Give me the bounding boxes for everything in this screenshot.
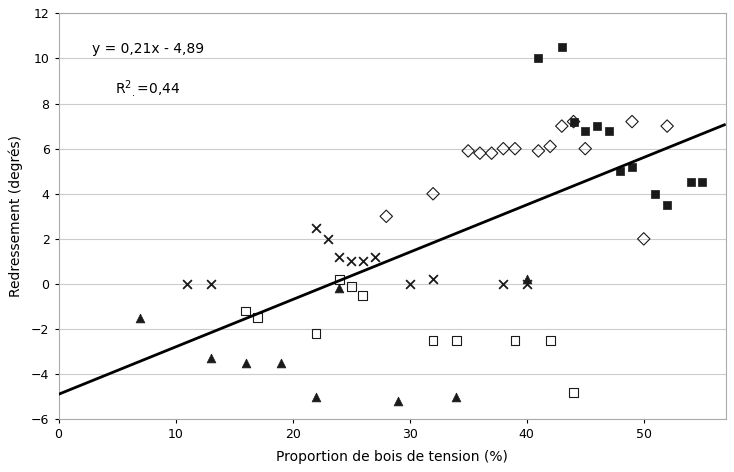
Point: [474, 150, 486, 157]
Point: [240, 359, 252, 367]
Point: [310, 393, 322, 401]
Point: [345, 282, 357, 290]
Point: [556, 122, 567, 130]
Point: [427, 190, 439, 198]
Point: [333, 253, 345, 261]
Point: [205, 280, 217, 288]
Point: [310, 224, 322, 231]
Point: [603, 127, 614, 135]
Text: y = 0,21x - 4,89: y = 0,21x - 4,89: [92, 42, 204, 56]
Point: [509, 145, 521, 152]
Point: [544, 337, 556, 344]
Point: [567, 118, 579, 126]
Point: [357, 292, 368, 299]
Point: [404, 280, 415, 288]
Point: [357, 258, 368, 265]
Point: [521, 280, 533, 288]
X-axis label: Proportion de bois de tension (%): Proportion de bois de tension (%): [276, 450, 508, 464]
Point: [486, 150, 498, 157]
Point: [544, 143, 556, 150]
Point: [345, 258, 357, 265]
Point: [661, 122, 673, 130]
Point: [661, 201, 673, 209]
Point: [322, 235, 334, 243]
Point: [579, 145, 591, 152]
Text: R$^2$$_.$=0,44: R$^2$$_.$=0,44: [115, 78, 181, 99]
Point: [556, 43, 567, 51]
Point: [579, 127, 591, 135]
Point: [509, 337, 521, 344]
Point: [451, 337, 462, 344]
Point: [533, 147, 545, 155]
Point: [205, 354, 217, 362]
Point: [333, 276, 345, 283]
Point: [567, 118, 579, 126]
Point: [638, 235, 650, 243]
Point: [451, 393, 462, 401]
Point: [626, 163, 638, 170]
Point: [533, 55, 545, 62]
Point: [252, 314, 264, 321]
Point: [521, 276, 533, 283]
Point: [626, 118, 638, 126]
Point: [392, 397, 404, 405]
Point: [498, 280, 509, 288]
Point: [181, 280, 193, 288]
Point: [462, 147, 474, 155]
Point: [427, 276, 439, 283]
Point: [685, 179, 697, 186]
Point: [697, 179, 708, 186]
Point: [427, 337, 439, 344]
Point: [134, 314, 146, 321]
Y-axis label: Redressement (degrés): Redressement (degrés): [8, 135, 23, 297]
Point: [275, 359, 287, 367]
Point: [498, 145, 509, 152]
Point: [240, 307, 252, 315]
Point: [614, 168, 626, 175]
Point: [650, 190, 661, 198]
Point: [380, 212, 392, 220]
Point: [310, 330, 322, 337]
Point: [333, 285, 345, 292]
Point: [591, 122, 603, 130]
Point: [368, 253, 380, 261]
Point: [567, 388, 579, 396]
